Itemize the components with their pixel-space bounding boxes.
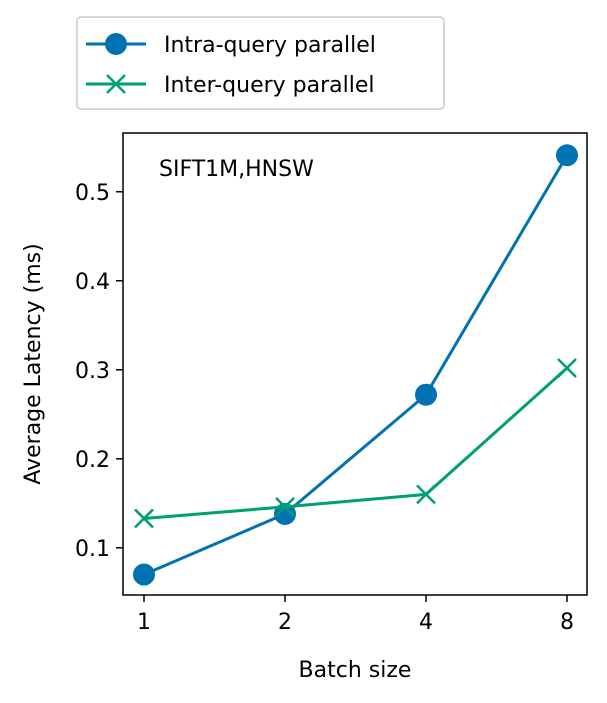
legend-label-inter: Inter-query parallel	[164, 73, 375, 98]
series-layer	[133, 144, 578, 586]
x-tick-label: 1	[137, 610, 151, 635]
data-point-inter	[416, 484, 436, 505]
y-tick-label: 0.2	[75, 448, 110, 473]
legend-marker-intra	[105, 33, 127, 55]
series-line-inter	[143, 366, 569, 520]
legend-marker-inter	[106, 74, 126, 94]
data-point-intra	[415, 383, 437, 406]
data-point-inter	[557, 358, 577, 378]
legend-entry-inter: Inter-query parallel	[86, 73, 375, 98]
data-point-intra	[133, 563, 155, 586]
legend-label-intra: Intra-query parallel	[164, 33, 376, 58]
legend-frame	[76, 16, 445, 110]
series-line-intra	[143, 154, 569, 576]
legend: Intra-query parallel Inter-query paralle…	[76, 16, 445, 110]
x-axis-label: Batch size	[299, 658, 412, 683]
x-axis-ticks: 1 2 4 8	[137, 595, 574, 635]
plot-frame	[122, 132, 588, 596]
data-point-intra	[556, 144, 578, 167]
legend-entry-intra: Intra-query parallel	[86, 33, 376, 58]
y-tick-label: 0.5	[75, 181, 110, 206]
data-point-inter	[275, 496, 295, 517]
y-axis-ticks: 0.1 0.2 0.3 0.4 0.5	[75, 181, 123, 562]
x-tick-label: 2	[278, 610, 292, 635]
data-point-inter	[134, 508, 154, 529]
x-tick-label: 8	[560, 610, 574, 635]
y-tick-label: 0.1	[75, 537, 110, 562]
chart-annotation: SIFT1M,HNSW	[159, 157, 314, 182]
x-tick-label: 4	[419, 610, 433, 635]
y-axis-label: Average Latency (ms)	[21, 243, 46, 484]
y-tick-label: 0.4	[75, 270, 110, 295]
y-tick-label: 0.3	[75, 359, 110, 384]
